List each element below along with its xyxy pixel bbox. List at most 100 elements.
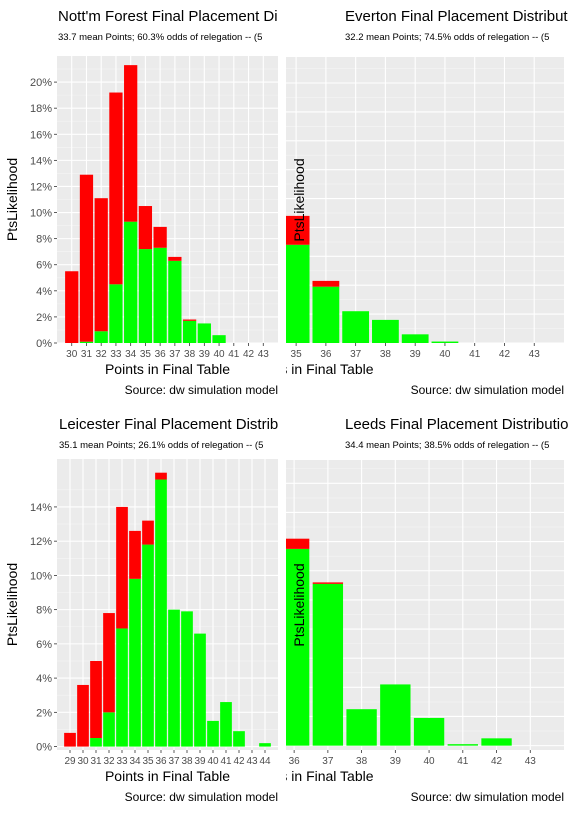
- x-tick-label: 32: [96, 349, 108, 360]
- x-tick-label: 33: [116, 756, 128, 767]
- bar-survived: [286, 244, 310, 343]
- y-tick-label: 8%: [36, 234, 52, 246]
- x-tick-label: 36: [155, 349, 167, 360]
- x-tick-label: 29: [64, 756, 76, 767]
- chart-title: Nott'm Forest Final Placement Di: [58, 8, 278, 25]
- bar-survived: [142, 544, 154, 747]
- y-tick-label: 0%: [36, 742, 52, 754]
- bar-survived: [447, 744, 478, 746]
- x-tick-label: 37: [350, 349, 362, 360]
- y-tick-label: 10%: [30, 208, 52, 220]
- bar-relegated: [138, 206, 153, 250]
- x-tick-label: 40: [424, 756, 436, 767]
- x-tick-label: 36: [155, 756, 167, 767]
- x-tick-label: 41: [228, 349, 240, 360]
- bar-survived: [116, 628, 128, 747]
- bar-survived: [182, 320, 197, 343]
- bar-relegated: [168, 256, 182, 261]
- chart-title: Leeds Final Placement Distributio: [345, 416, 568, 433]
- bar-relegated: [155, 472, 167, 480]
- bar-relegated: [109, 92, 123, 285]
- bar-relegated: [153, 226, 167, 248]
- x-tick-label: 36: [289, 756, 301, 767]
- x-tick-label: 34: [129, 756, 141, 767]
- chart-panel-0: Nott'm Forest Final Placement Di 33.7 mea…: [4, 8, 278, 397]
- bar-survived: [220, 702, 232, 747]
- bar-survived: [168, 260, 182, 343]
- bar-survived: [286, 548, 310, 746]
- x-tick-label: 43: [525, 756, 537, 767]
- bar-survived: [212, 335, 226, 343]
- bar-relegated: [182, 319, 197, 321]
- x-tick-label: 35: [140, 349, 152, 360]
- bar-relegated: [103, 613, 115, 713]
- bar-survived: [207, 720, 219, 747]
- bar-survived: [194, 633, 206, 747]
- y-axis-label: PtsLikelihood: [4, 563, 20, 646]
- chart-panel-1: Everton Final Placement Distribut 32.2 me…: [286, 8, 568, 397]
- x-tick-label: 32: [103, 756, 115, 767]
- y-axis-label: PtsLikelihood: [291, 158, 307, 241]
- x-tick-label: 35: [142, 756, 154, 767]
- bar-relegated: [312, 280, 340, 287]
- x-tick-label: 42: [499, 349, 511, 360]
- x-tick-label: 39: [410, 349, 422, 360]
- y-tick-label: 2%: [36, 707, 52, 719]
- x-tick-label: 38: [380, 349, 392, 360]
- bar-survived: [233, 731, 245, 747]
- x-tick-label: 38: [181, 756, 193, 767]
- bar-survived: [197, 323, 211, 343]
- y-axis-label: PtsLikelihood: [291, 563, 307, 646]
- chart-panel-2: Leicester Final Placement Distrib 35.1 me…: [4, 416, 278, 804]
- bar-relegated: [77, 684, 89, 747]
- bar-relegated: [124, 65, 138, 222]
- y-axis-label: PtsLikelihood: [4, 158, 20, 241]
- bar-survived: [153, 247, 167, 343]
- x-tick-label: 37: [322, 756, 334, 767]
- bar-survived: [346, 709, 377, 746]
- bar-relegated: [90, 660, 102, 739]
- bar-survived: [138, 249, 153, 343]
- bar-relegated: [142, 520, 154, 545]
- y-tick-label: 4%: [36, 673, 52, 685]
- bar-survived: [79, 341, 94, 343]
- x-tick-label: 39: [390, 756, 402, 767]
- y-tick-label: 12%: [30, 536, 52, 548]
- x-axis-label: Points in Final Table: [286, 768, 374, 784]
- y-tick-label: 10%: [30, 570, 52, 582]
- bar-relegated: [116, 506, 128, 629]
- bar-survived: [342, 311, 370, 343]
- x-tick-label: 37: [169, 349, 181, 360]
- x-tick-label: 38: [184, 349, 196, 360]
- x-tick-label: 33: [110, 349, 122, 360]
- x-tick-label: 30: [77, 756, 89, 767]
- x-tick-label: 36: [320, 349, 332, 360]
- bar-survived: [109, 284, 123, 343]
- bar-survived: [259, 743, 271, 747]
- x-tick-label: 39: [199, 349, 211, 360]
- bar-survived: [124, 221, 138, 343]
- x-tick-label: 38: [356, 756, 368, 767]
- chart-subtitle: 33.7 mean Points; 60.3% odds of relegati…: [58, 32, 262, 43]
- x-tick-label: 43: [258, 349, 270, 360]
- bar-relegated: [94, 198, 108, 332]
- chart-subtitle: 34.4 mean Points; 38.5% odds of relegati…: [345, 440, 549, 451]
- chart-title: Leicester Final Placement Distrib: [59, 416, 278, 433]
- x-tick-label: 42: [233, 756, 245, 767]
- y-tick-label: 18%: [30, 103, 52, 115]
- chart-caption: Source: dw simulation model: [125, 790, 278, 804]
- chart-caption: Source: dw simulation model: [125, 383, 278, 397]
- bar-survived: [94, 331, 108, 343]
- bar-survived: [481, 738, 512, 746]
- bar-survived: [129, 578, 141, 747]
- chart-caption: Source: dw simulation model: [411, 383, 564, 397]
- y-tick-label: 8%: [36, 605, 52, 617]
- y-tick-label: 4%: [36, 286, 52, 298]
- x-axis-label: Points in Final Table: [105, 361, 230, 377]
- chart-panel-3: Leeds Final Placement Distributio 34.4 me…: [286, 416, 568, 804]
- bar-relegated: [64, 732, 76, 747]
- y-tick-label: 2%: [36, 312, 52, 324]
- y-tick-label: 6%: [36, 260, 52, 272]
- x-axis-label: Points in Final Table: [286, 361, 374, 377]
- y-tick-label: 16%: [30, 129, 52, 141]
